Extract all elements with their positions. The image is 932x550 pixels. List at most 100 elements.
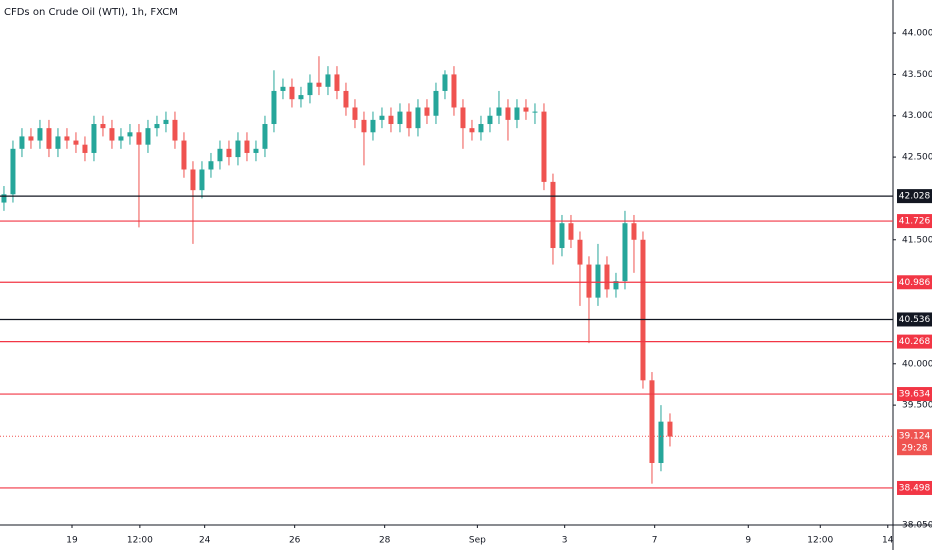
- candle-body: [352, 107, 358, 120]
- candle-body: [460, 107, 466, 129]
- candle-body: [73, 140, 79, 145]
- candle-body: [370, 119, 376, 133]
- candle-body: [487, 115, 493, 125]
- candle-body: [559, 223, 565, 249]
- candle-body: [118, 136, 124, 141]
- candle-body: [415, 107, 421, 129]
- candle-body: [469, 128, 475, 133]
- candle-body: [334, 74, 340, 91]
- candle-body: [19, 136, 25, 149]
- x-tick-label: 3: [562, 536, 568, 546]
- level-label: 40.536: [899, 315, 931, 325]
- candle-body: [613, 281, 619, 290]
- candle-body: [433, 90, 439, 116]
- level-label: 40.986: [899, 278, 931, 288]
- candle-body: [442, 74, 448, 91]
- x-tick-label: Sep: [469, 536, 486, 546]
- x-tick-label: 7: [652, 536, 658, 546]
- countdown-label: 29:28: [902, 444, 928, 454]
- candle-body: [397, 111, 403, 125]
- candle-body: [244, 140, 250, 153]
- level-label: 41.726: [899, 217, 931, 227]
- chart-title: CFDs on Crude Oil (WTI), 1h, FXCM: [4, 7, 178, 18]
- candle-body: [55, 136, 61, 149]
- candle-body: [127, 132, 133, 137]
- level-label-box: [897, 189, 932, 204]
- candle-body: [226, 148, 232, 158]
- candle-body: [199, 169, 205, 191]
- candle-body: [154, 124, 160, 129]
- candle-body: [145, 128, 151, 145]
- candle-body: [82, 144, 88, 153]
- candle-body: [280, 86, 286, 91]
- level-label-box: [897, 312, 932, 327]
- candle-body: [505, 107, 511, 120]
- candle-body: [208, 161, 214, 170]
- candle-body: [406, 111, 412, 129]
- candle-body: [325, 74, 331, 87]
- y-tick-label: 38.050: [902, 521, 932, 531]
- candle-body: [289, 86, 295, 100]
- candle-body: [1, 194, 7, 203]
- candle-body: [109, 128, 115, 141]
- candle-body: [667, 421, 673, 437]
- candle-body: [262, 124, 268, 149]
- level-label-box: [897, 480, 932, 495]
- level-label-box: [897, 387, 932, 402]
- y-tick-label: 40.000: [902, 359, 932, 369]
- candle-body: [595, 264, 601, 298]
- candle-body: [91, 124, 97, 153]
- y-tick-label: 41.500: [902, 235, 932, 245]
- candle-body: [361, 119, 367, 133]
- candle-body: [622, 223, 628, 282]
- x-tick-label: 19: [66, 536, 78, 546]
- level-label: 38.498: [899, 483, 931, 493]
- candle-body: [541, 111, 547, 182]
- last-price-label: 39.124: [899, 432, 931, 442]
- level-label-box: [897, 275, 932, 290]
- candle-body: [478, 124, 484, 133]
- candle-body: [514, 107, 520, 120]
- last-price-box: [897, 429, 932, 456]
- x-tick-label: 28: [379, 536, 391, 546]
- candle-body: [217, 148, 223, 162]
- candle-body: [64, 136, 70, 141]
- candle-body: [316, 82, 322, 87]
- candle-body: [658, 421, 664, 463]
- candle-body: [550, 181, 556, 249]
- candle-body: [100, 124, 106, 129]
- candle-body: [451, 74, 457, 108]
- candle-body: [181, 140, 187, 170]
- level-label-box: [897, 334, 932, 349]
- candle-body: [271, 90, 277, 125]
- candle-body: [10, 148, 16, 195]
- candle-body: [604, 264, 610, 290]
- x-tick-label: 24: [199, 536, 211, 546]
- level-label: 39.634: [899, 390, 931, 400]
- candle-body: [631, 223, 637, 240]
- candle-body: [379, 115, 385, 120]
- candle-body: [172, 119, 178, 141]
- candle-body: [190, 169, 196, 191]
- candle-body: [532, 111, 538, 113]
- candle-body: [586, 264, 592, 298]
- x-tick-label: 9: [745, 536, 751, 546]
- level-label: 42.028: [899, 192, 931, 202]
- candle-body: [649, 380, 655, 463]
- candle-body: [37, 128, 43, 141]
- candle-body: [307, 82, 313, 96]
- x-tick-label: 26: [289, 536, 301, 546]
- candle-body: [46, 128, 52, 149]
- candle-body: [568, 223, 574, 240]
- y-tick-label: 39.500: [902, 401, 932, 411]
- candle-body: [388, 115, 394, 125]
- candle-body: [163, 119, 169, 125]
- candle-body: [577, 239, 583, 265]
- candle-body: [235, 140, 241, 158]
- x-tick-label: 12:00: [807, 536, 833, 546]
- level-label: 40.268: [899, 337, 931, 347]
- candle-body: [28, 136, 34, 141]
- y-tick-label: 43.000: [902, 111, 932, 121]
- x-tick-label: 12:00: [127, 536, 153, 546]
